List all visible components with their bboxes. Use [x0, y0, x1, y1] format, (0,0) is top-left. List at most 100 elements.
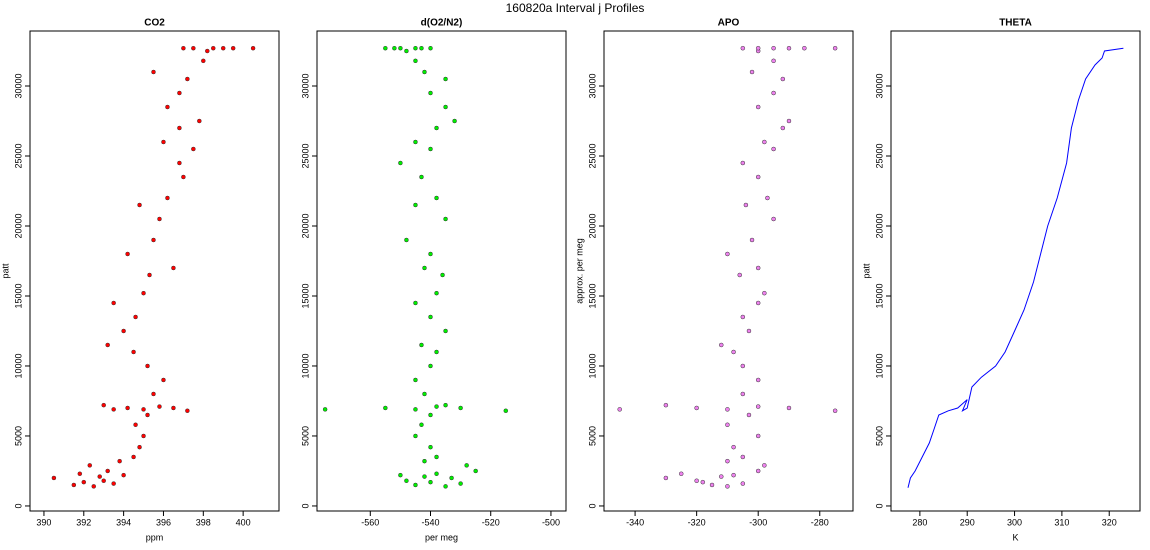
point: [434, 195, 439, 201]
point: [780, 125, 786, 131]
point: [428, 90, 433, 96]
point: [157, 216, 162, 222]
point: [191, 45, 196, 51]
point: [101, 478, 106, 484]
point: [383, 405, 388, 411]
point: [422, 69, 427, 75]
x-tick-label: -300: [749, 517, 767, 527]
point: [458, 481, 463, 486]
x-tick-label: -560: [361, 517, 379, 527]
point: [755, 174, 761, 180]
y-tick-label: 5000: [300, 426, 310, 446]
point: [151, 237, 156, 243]
point: [250, 45, 256, 51]
x-tick-label: -340: [626, 517, 644, 527]
y-axis-label: approx. per meg: [574, 238, 584, 304]
point: [786, 45, 792, 51]
x-tick-label: 400: [236, 517, 251, 527]
point: [663, 402, 669, 408]
point: [740, 45, 746, 51]
point: [719, 474, 724, 479]
point: [731, 444, 736, 450]
x-tick-label: 290: [960, 517, 975, 527]
y-tick-label: 25000: [874, 143, 884, 168]
point: [177, 125, 182, 131]
x-tick-label: -500: [542, 517, 560, 527]
point: [111, 481, 116, 486]
point: [413, 482, 418, 488]
point: [121, 328, 126, 334]
x-tick-label: 300: [1007, 517, 1022, 527]
y-tick-label: 0: [587, 503, 597, 508]
plot-frame: [316, 30, 567, 512]
point: [404, 48, 409, 54]
point: [145, 363, 150, 369]
y-tick-label: 15000: [13, 283, 23, 308]
point: [419, 174, 424, 180]
y-tick-label: 25000: [587, 143, 597, 168]
point: [725, 407, 730, 412]
plot-frame: [29, 30, 280, 512]
point: [205, 48, 210, 54]
point: [434, 454, 439, 460]
point: [105, 342, 110, 348]
y-tick-label: 10000: [13, 353, 23, 378]
point: [137, 444, 142, 450]
profile-line: [907, 47, 1124, 488]
point: [428, 479, 433, 485]
point: [428, 251, 433, 257]
point: [694, 478, 699, 484]
point: [740, 314, 746, 320]
x-axis-label: K: [1012, 532, 1018, 542]
point: [786, 118, 792, 124]
point: [771, 58, 776, 64]
point: [177, 90, 182, 96]
y-axis-label: patt: [0, 263, 10, 279]
x-tick-label: 392: [76, 517, 91, 527]
point: [161, 377, 166, 383]
point: [771, 45, 776, 51]
point: [422, 265, 427, 271]
point: [413, 45, 418, 51]
point: [434, 125, 439, 131]
point: [740, 454, 746, 460]
y-tick-label: 25000: [13, 143, 23, 168]
point: [230, 45, 236, 51]
x-tick-label: 394: [116, 517, 131, 527]
x-tick-label: 280: [912, 517, 927, 527]
point: [87, 463, 93, 468]
y-tick-label: 25000: [300, 143, 310, 168]
point: [755, 45, 761, 51]
point: [404, 478, 409, 484]
point: [111, 300, 116, 306]
y-tick-label: 5000: [13, 426, 23, 446]
point: [725, 458, 730, 464]
point: [771, 146, 776, 152]
y-tick-label: 15000: [874, 283, 884, 308]
point: [725, 422, 730, 428]
point: [91, 484, 96, 489]
point: [694, 405, 699, 411]
y-tick-label: 15000: [587, 283, 597, 308]
point: [71, 482, 77, 488]
point: [145, 412, 150, 418]
point: [434, 349, 439, 355]
point: [197, 118, 202, 124]
point: [413, 202, 418, 208]
point: [731, 349, 736, 355]
y-tick-label: 20000: [587, 213, 597, 238]
point: [443, 76, 448, 82]
point: [404, 237, 409, 243]
point: [161, 139, 166, 145]
y-tick-label: 30000: [587, 73, 597, 98]
point: [755, 404, 761, 409]
point: [428, 146, 433, 152]
y-tick-label: 30000: [300, 73, 310, 98]
x-tick-label: -320: [688, 517, 706, 527]
point: [740, 160, 746, 166]
y-tick-label: 0: [13, 503, 23, 508]
point: [131, 454, 136, 460]
x-tick-label: 390: [36, 517, 51, 527]
y-tick-label: 0: [300, 503, 310, 508]
